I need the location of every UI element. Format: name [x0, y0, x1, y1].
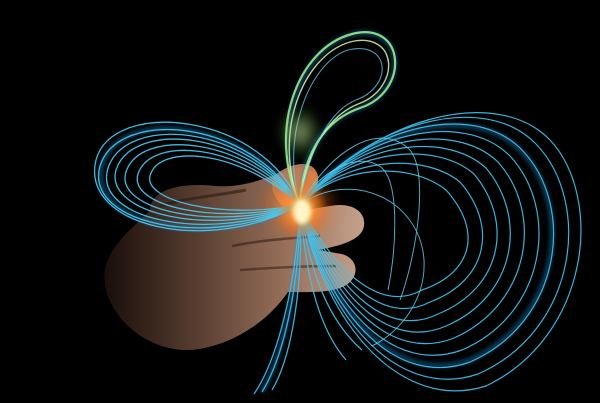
inner-fiber-strands [299, 137, 425, 347]
left-fiber-loop [93, 121, 301, 232]
light-core [276, 180, 328, 240]
top-fiber-loop [278, 31, 397, 206]
right-fiber-loop [299, 112, 582, 392]
